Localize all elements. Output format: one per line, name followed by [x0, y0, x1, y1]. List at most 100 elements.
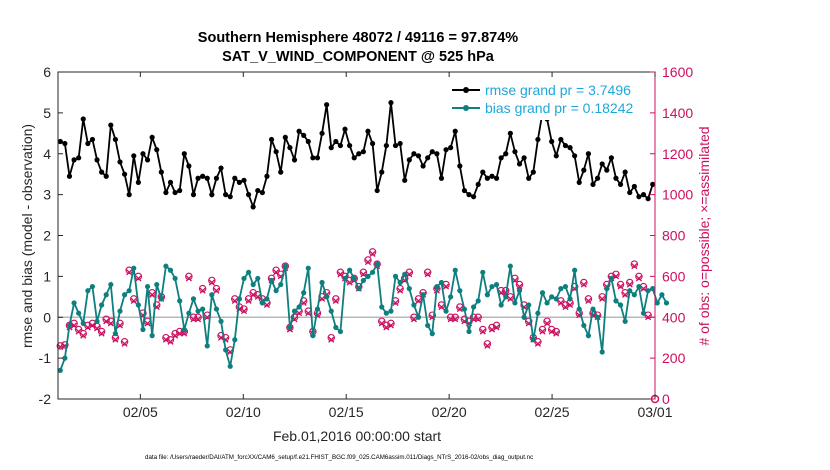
rmse-point: [599, 161, 605, 167]
obs-assimilated-stroke: [635, 275, 642, 282]
rmse-point: [379, 169, 385, 175]
bias-point: [406, 286, 412, 292]
obs-possible-point: [327, 333, 335, 342]
obs-assimilated-point: [126, 269, 133, 276]
rmse-point: [397, 140, 403, 147]
obs-assimilated-point: [392, 299, 399, 307]
obs-assimilated-point: [75, 328, 82, 335]
obs-assimilated-stroke: [585, 297, 592, 304]
obs-assimilated-point: [479, 328, 486, 335]
bias-point: [76, 310, 82, 316]
obs-assimilated-stroke: [318, 295, 326, 302]
bias-point: [438, 279, 445, 286]
obs-assimilated-stroke: [291, 316, 298, 323]
rmse-point: [167, 179, 174, 185]
obs-assimilated-point: [626, 281, 633, 288]
obs-assimilated-stroke: [116, 322, 124, 329]
rmse-point: [351, 155, 357, 161]
obs-possible-point: [166, 335, 175, 344]
bias-point: [572, 267, 578, 273]
rmse-point: [291, 157, 298, 163]
obs-assimilated-point: [149, 291, 156, 298]
bias-point: [498, 302, 504, 308]
obs-assimilated-stroke: [263, 301, 271, 309]
y-axis-label: rmse and bias (model - observation): [19, 124, 35, 348]
obs-assimilated-stroke: [378, 320, 385, 327]
obs-assimilated-stroke: [493, 324, 500, 331]
bias-point: [388, 308, 394, 314]
rmse-point: [613, 175, 619, 181]
obs-possible-point: [543, 317, 551, 326]
bias-point: [521, 314, 527, 320]
rmse-point: [103, 173, 109, 179]
obs-assimilated-stroke: [305, 310, 312, 317]
obs-assimilated-point: [645, 314, 652, 321]
rmse-point: [388, 100, 394, 106]
rmse-point: [425, 155, 431, 161]
rmse-point: [177, 187, 183, 194]
rmse-point: [627, 189, 633, 196]
bias-point: [365, 273, 371, 279]
bias-point: [466, 328, 472, 335]
bias-point: [599, 349, 605, 355]
rmse-point: [434, 151, 440, 157]
obs-assimilated-stroke: [397, 287, 404, 294]
obs-assimilated-stroke: [369, 250, 376, 257]
obs-assimilated-stroke: [103, 318, 110, 325]
obs-assimilated-stroke: [71, 322, 78, 329]
y2-tick-label: 1000: [662, 187, 693, 203]
obs-assimilated-stroke: [126, 269, 133, 276]
rmse-point: [535, 136, 541, 143]
rmse-point: [516, 161, 523, 167]
rmse-point: [530, 169, 536, 175]
rmse-point: [484, 175, 490, 181]
bias-point: [140, 326, 146, 333]
rmse-point: [526, 175, 532, 181]
obs-possible-point: [120, 338, 129, 346]
rmse-point: [640, 192, 647, 198]
rmse-point: [443, 147, 449, 153]
rmse-point: [415, 153, 422, 159]
rmse-point: [369, 140, 376, 147]
bias-point: [310, 333, 316, 339]
y2-axis-label: # of obs: o=possible; ×=assimilated: [696, 126, 712, 345]
chart-subtitle: SAT_V_WIND_COMPONENT @ 525 hPa: [222, 49, 495, 65]
obs-assimilated-stroke: [346, 279, 353, 286]
rmse-point: [503, 151, 509, 157]
rmse-point: [158, 169, 164, 175]
rmse-point: [204, 175, 210, 181]
obs-possible-point: [212, 284, 221, 293]
bias-point: [608, 275, 614, 282]
obs-assimilated-stroke: [89, 322, 96, 329]
bias-point: [604, 286, 610, 292]
obs-assimilated-stroke: [438, 303, 445, 311]
obs-possible-point: [97, 327, 106, 336]
obs-assimilated-stroke: [144, 320, 151, 327]
obs-possible-point: [240, 305, 248, 313]
bias-point: [268, 277, 275, 284]
rmse-point: [319, 130, 325, 136]
obs-assimilated-stroke: [332, 297, 339, 304]
obs-assimilated-stroke: [626, 281, 633, 288]
obs-possible-point: [580, 278, 588, 287]
obs-assimilated-stroke: [622, 291, 629, 298]
rmse-point: [250, 204, 256, 210]
bias-point: [66, 322, 73, 329]
bias-point: [617, 302, 624, 308]
obs-assimilated-stroke: [57, 343, 64, 350]
obs-assimilated-point: [213, 287, 220, 294]
obs-possible-point: [364, 256, 372, 264]
rmse-point: [324, 102, 330, 108]
bias-point: [562, 283, 569, 290]
obs-possible-point: [198, 284, 207, 293]
obs-possible-point: [492, 321, 501, 330]
obs-assimilated-stroke: [199, 287, 206, 294]
rmse-point: [172, 189, 178, 196]
rmse-point: [521, 155, 527, 161]
y-tick-label: -2: [39, 391, 52, 407]
obs-assimilated-point: [635, 275, 642, 282]
bias-point: [291, 308, 298, 314]
obs-possible-point: [423, 268, 432, 277]
obs-assimilated-point: [250, 291, 257, 298]
bias-point: [622, 318, 628, 324]
